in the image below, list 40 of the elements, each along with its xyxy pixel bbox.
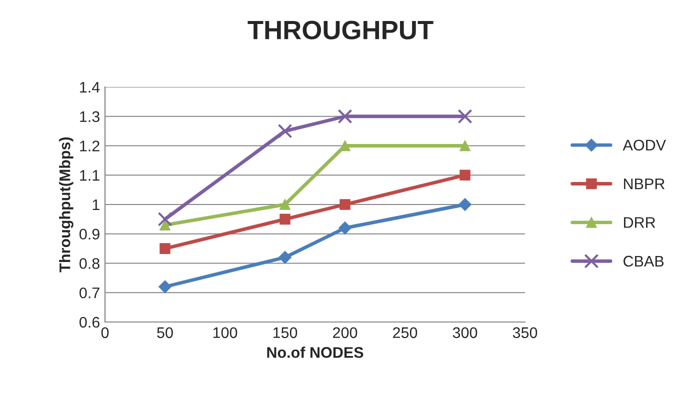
x-tick-label: 200: [333, 327, 358, 338]
y-tick-label: 0.8: [80, 258, 100, 269]
y-tick-label: 1.2: [80, 140, 100, 152]
point: [338, 222, 352, 234]
y-tick-label: 1.3: [80, 111, 100, 122]
point: [338, 109, 352, 124]
point: [158, 212, 172, 226]
x-tick-label: 150: [273, 327, 298, 338]
x-tick-label: 350: [512, 327, 538, 338]
point: [160, 220, 170, 230]
point: [160, 243, 170, 254]
point: [278, 250, 292, 264]
legend-label: CBAB: [624, 256, 664, 267]
point: [460, 170, 470, 181]
point: [340, 199, 350, 210]
y-tick-label: 0.7: [80, 287, 100, 298]
x-tick-label: 100: [213, 327, 238, 338]
point: [460, 140, 470, 152]
y-axis-title: Throughput(Mbps): [59, 137, 74, 272]
x-tick-label: 300: [452, 327, 478, 338]
x-tick-label: 0: [101, 327, 109, 338]
x-tick-label: 250: [393, 327, 418, 338]
point: [458, 198, 472, 211]
x-tick-label: 50: [157, 327, 173, 338]
y-tick-label: 0.9: [80, 228, 100, 240]
point: [340, 140, 350, 152]
x-axis-title: No.of NODES: [267, 346, 364, 358]
point: [278, 124, 292, 138]
chart-title: THROUGHPUT: [248, 20, 434, 40]
legend-label: AODV: [622, 140, 666, 151]
y-tick-label: 1.4: [80, 82, 100, 93]
y-tick-label: 1.1: [80, 170, 100, 181]
legend-label: NBPR: [624, 178, 665, 190]
point: [158, 280, 172, 294]
point: [280, 199, 290, 210]
point: [280, 214, 290, 225]
y-tick-label: 0.6: [80, 316, 100, 328]
point: [458, 109, 472, 124]
y-tick-label: 1: [92, 200, 100, 210]
legend-label: DRR: [624, 217, 656, 228]
